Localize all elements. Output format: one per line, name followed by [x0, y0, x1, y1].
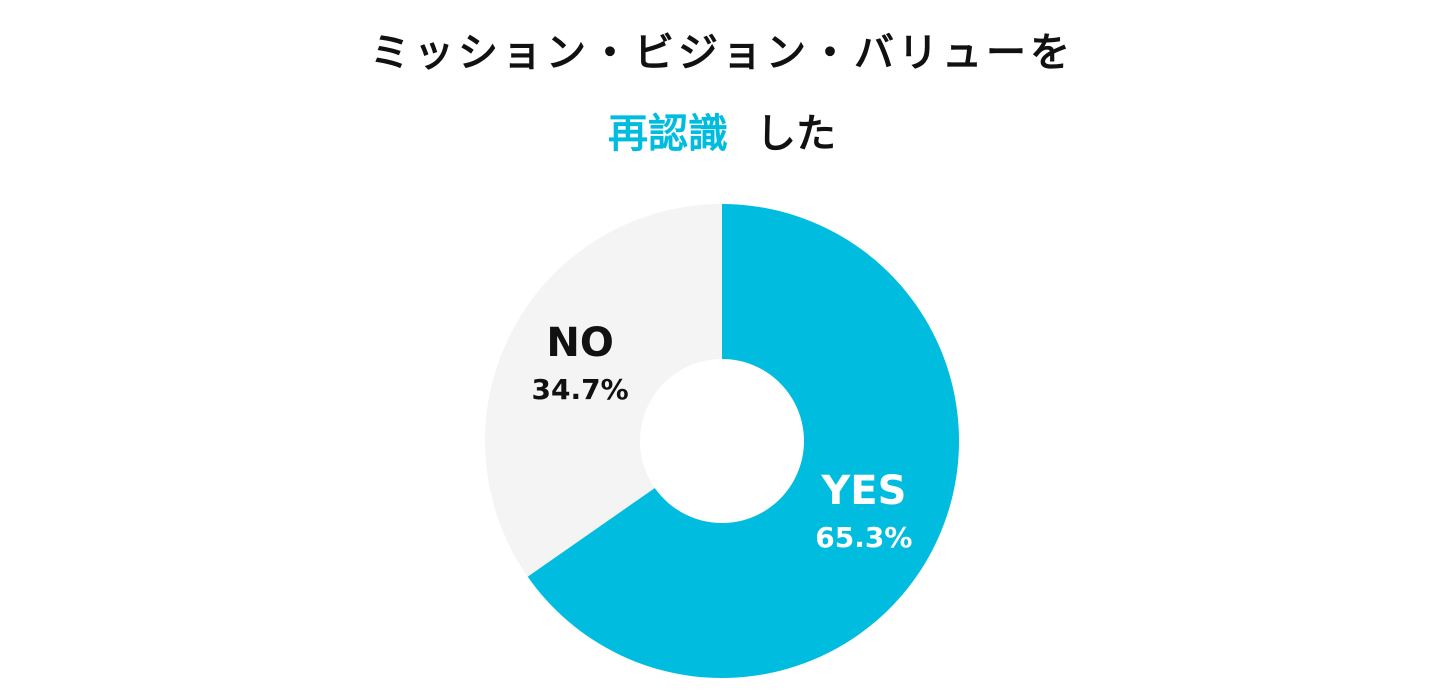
title-rest: した [756, 111, 836, 157]
donut-slice [484, 204, 722, 577]
donut-slice [527, 204, 959, 678]
slice-value-label: 34.7% [532, 373, 629, 406]
slice-value-label: 65.3% [815, 521, 912, 554]
title-highlight: 再認識 [608, 111, 728, 157]
slice-label: NO [546, 320, 613, 366]
slice-label: YES [820, 468, 906, 514]
chart-title: ミッション・ビジョン・バリューを [370, 30, 1074, 76]
chart-title-line2: 再認識 した [608, 111, 836, 157]
